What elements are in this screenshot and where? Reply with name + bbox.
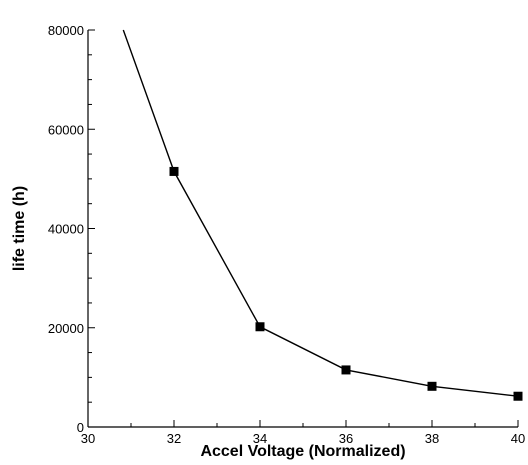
data-point-marker <box>255 322 265 332</box>
plot-area <box>87 30 518 428</box>
y-tick-label: 40000 <box>48 222 84 237</box>
data-point-marker <box>513 391 523 401</box>
y-tick-label: 80000 <box>48 23 84 38</box>
series-line <box>122 29 519 397</box>
data-point-marker <box>169 166 179 176</box>
x-axis-ticks: 30 32 34 36 38 40 <box>81 420 525 446</box>
x-tick-label: 34 <box>253 431 267 446</box>
x-axis-title: Accel Voltage (Normalized) <box>200 443 405 460</box>
y-axis-title: life time (h) <box>11 186 28 271</box>
data-point-marker <box>427 381 437 391</box>
y-axis-ticks: 0 20000 40000 60000 80000 <box>48 23 95 435</box>
y-tick-label: 0 <box>77 420 84 435</box>
x-tick-label: 38 <box>425 431 439 446</box>
x-tick-label: 30 <box>81 431 95 446</box>
y-tick-label: 20000 <box>48 321 84 336</box>
y-tick-label: 60000 <box>48 122 84 137</box>
series-layer <box>122 29 523 401</box>
data-point-marker <box>341 365 351 375</box>
x-tick-label: 36 <box>339 431 353 446</box>
x-tick-label: 40 <box>511 431 525 446</box>
x-tick-label: 32 <box>167 431 181 446</box>
